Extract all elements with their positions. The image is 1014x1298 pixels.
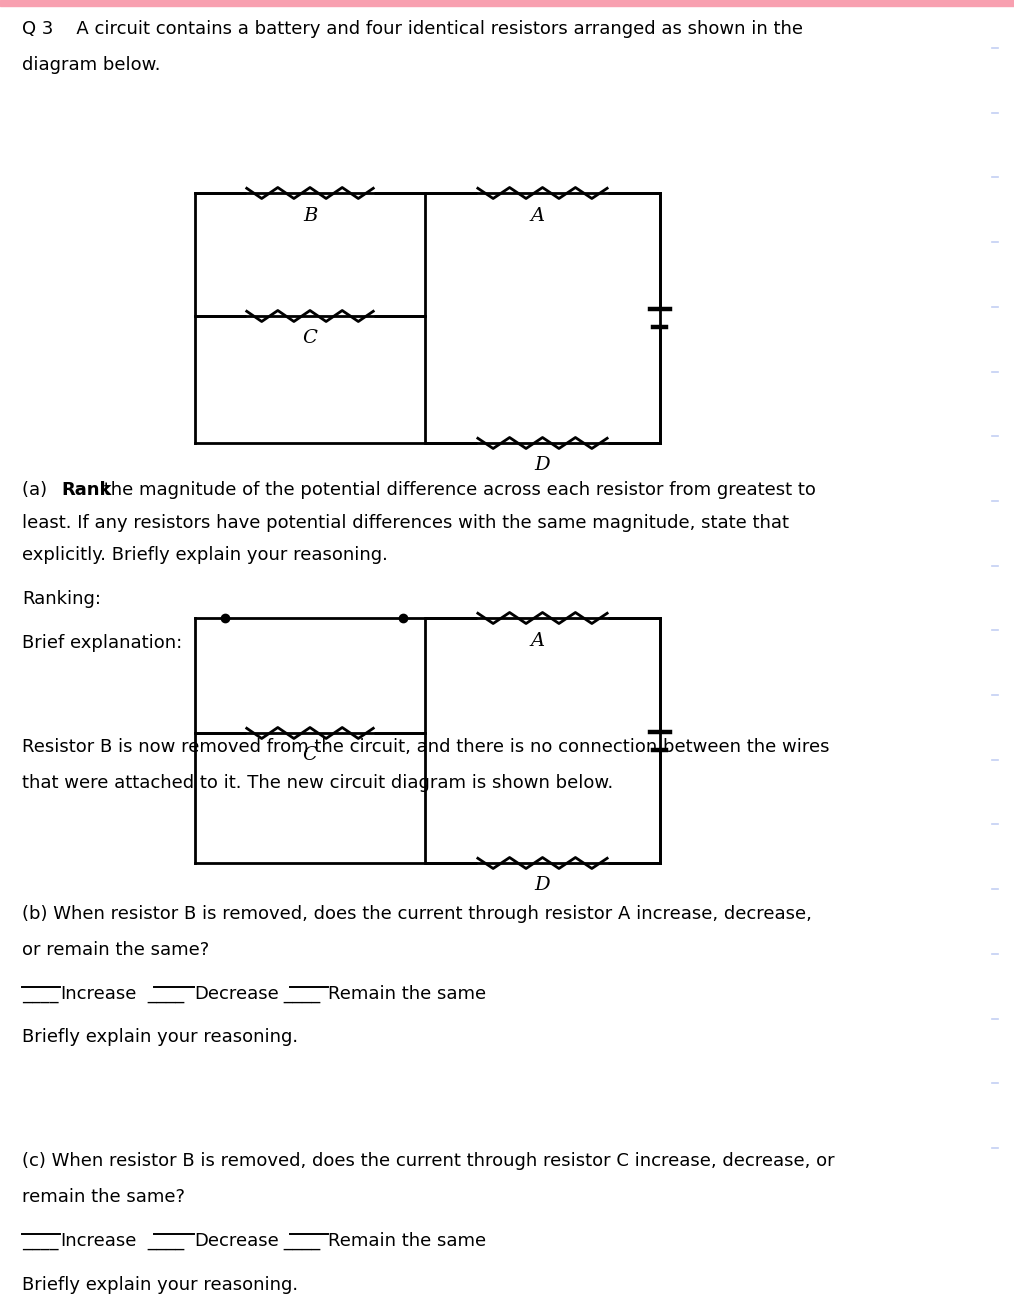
- Text: least. If any resistors have potential differences with the same magnitude, stat: least. If any resistors have potential d…: [22, 514, 789, 531]
- Text: Decrease: Decrease: [194, 1232, 279, 1250]
- Text: Resistor B is now removed from the circuit, and there is no connection between t: Resistor B is now removed from the circu…: [22, 737, 829, 755]
- Text: or remain the same?: or remain the same?: [22, 941, 209, 959]
- Text: (b) When resistor B is removed, does the current through resistor A increase, de: (b) When resistor B is removed, does the…: [22, 905, 812, 923]
- Text: C: C: [302, 328, 317, 347]
- Text: Ranking:: Ranking:: [22, 589, 101, 607]
- Text: D: D: [534, 456, 551, 474]
- Text: Rank: Rank: [62, 482, 112, 498]
- Text: diagram below.: diagram below.: [22, 56, 160, 74]
- Text: ____: ____: [22, 1232, 59, 1250]
- Text: ____: ____: [22, 985, 59, 1002]
- Text: B: B: [303, 206, 317, 225]
- Text: that were attached to it. The new circuit diagram is shown below.: that were attached to it. The new circui…: [22, 774, 613, 792]
- Text: ____: ____: [278, 1232, 320, 1250]
- Text: Remain the same: Remain the same: [328, 985, 486, 1002]
- Text: Increase: Increase: [60, 985, 136, 1002]
- Text: the magnitude of the potential difference across each resistor from greatest to: the magnitude of the potential differenc…: [98, 482, 816, 498]
- Text: C: C: [302, 746, 317, 765]
- Text: D: D: [534, 876, 551, 894]
- Text: Q 3    A circuit contains a battery and four identical resistors arranged as sho: Q 3 A circuit contains a battery and fou…: [22, 19, 803, 38]
- Text: ____: ____: [142, 985, 185, 1002]
- Text: (a): (a): [22, 482, 53, 498]
- Bar: [0, 0, 1014, 6]
- Text: Briefly explain your reasoning.: Briefly explain your reasoning.: [22, 1276, 298, 1294]
- Text: Increase: Increase: [60, 1232, 136, 1250]
- Text: Decrease: Decrease: [194, 985, 279, 1002]
- Text: Remain the same: Remain the same: [328, 1232, 486, 1250]
- Text: Briefly explain your reasoning.: Briefly explain your reasoning.: [22, 1028, 298, 1046]
- Text: (c) When resistor B is removed, does the current through resistor C increase, de: (c) When resistor B is removed, does the…: [22, 1153, 835, 1169]
- Text: ____: ____: [142, 1232, 185, 1250]
- Text: A: A: [530, 206, 545, 225]
- Text: A: A: [530, 632, 545, 650]
- Text: explicitly. Briefly explain your reasoning.: explicitly. Briefly explain your reasoni…: [22, 546, 388, 565]
- Text: Brief explanation:: Brief explanation:: [22, 633, 183, 652]
- Text: ____: ____: [278, 985, 320, 1002]
- Text: remain the same?: remain the same?: [22, 1188, 185, 1206]
